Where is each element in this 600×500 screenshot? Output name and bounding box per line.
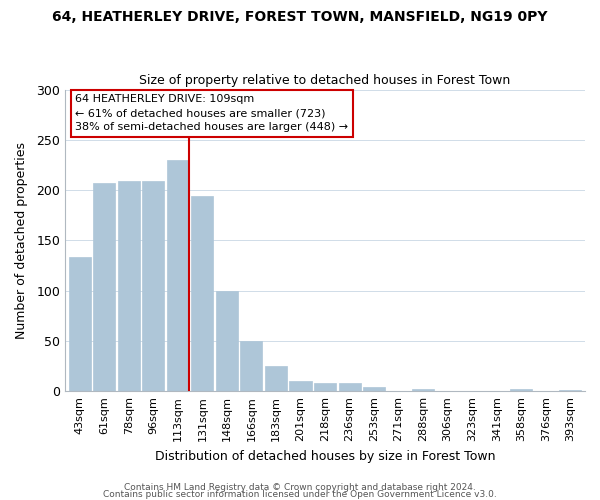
Bar	[142, 181, 164, 391]
Bar	[191, 196, 214, 391]
Bar	[69, 258, 91, 391]
Bar	[559, 390, 581, 391]
Bar	[510, 389, 532, 391]
Bar	[265, 366, 287, 391]
Title: Size of property relative to detached houses in Forest Town: Size of property relative to detached ho…	[139, 74, 511, 87]
Bar	[363, 387, 385, 391]
X-axis label: Distribution of detached houses by size in Forest Town: Distribution of detached houses by size …	[155, 450, 495, 462]
Text: 64 HEATHERLEY DRIVE: 109sqm
← 61% of detached houses are smaller (723)
38% of se: 64 HEATHERLEY DRIVE: 109sqm ← 61% of det…	[76, 94, 349, 132]
Text: 64, HEATHERLEY DRIVE, FOREST TOWN, MANSFIELD, NG19 0PY: 64, HEATHERLEY DRIVE, FOREST TOWN, MANSF…	[52, 10, 548, 24]
Bar	[338, 383, 361, 391]
Bar	[118, 181, 140, 391]
Y-axis label: Number of detached properties: Number of detached properties	[15, 142, 28, 339]
Text: Contains public sector information licensed under the Open Government Licence v3: Contains public sector information licen…	[103, 490, 497, 499]
Bar	[93, 183, 115, 391]
Bar	[314, 383, 336, 391]
Bar	[167, 160, 189, 391]
Bar	[241, 341, 262, 391]
Text: Contains HM Land Registry data © Crown copyright and database right 2024.: Contains HM Land Registry data © Crown c…	[124, 484, 476, 492]
Bar	[216, 290, 238, 391]
Bar	[289, 381, 311, 391]
Bar	[412, 389, 434, 391]
